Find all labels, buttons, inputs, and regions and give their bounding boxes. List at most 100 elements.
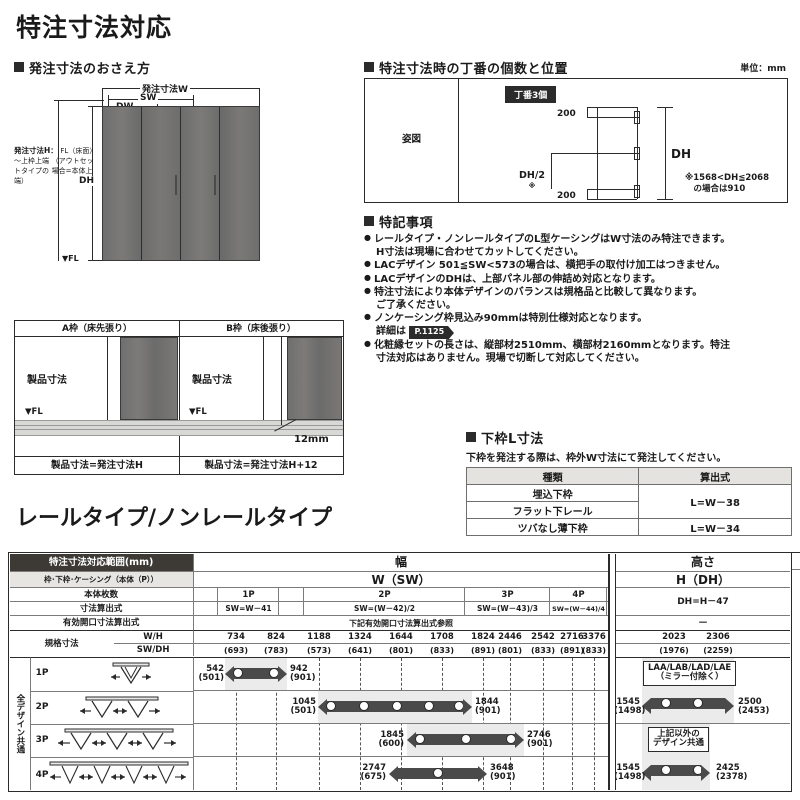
col-header-type: 種類 (465, 467, 640, 485)
frame-b-formula: 製品寸法=発注寸法H+12 (179, 456, 343, 474)
page-reference-chip[interactable]: P.1125 (409, 326, 454, 340)
dim-tick (102, 88, 103, 107)
special-notes-title: 特記事項 (364, 212, 792, 231)
hinge-dim-top: 200 (557, 109, 576, 119)
frame-b-product-label: 製品寸法 (192, 375, 232, 386)
frame-a-formula: 製品寸法=発注寸法H (15, 456, 179, 474)
range-min-sub: (600) (378, 738, 404, 749)
note-item: 特注寸法により本体デザインのバランスは規格品と比較して異なります。 ご了承くださ… (364, 286, 792, 312)
special-notes-panel: 特記事項 レールタイプ・ノンレールタイプのL型ケーシングはW寸法のみ特注できます… (364, 212, 792, 365)
height-swdh-values-row: (1976) (2259) (616, 642, 790, 656)
dim-formula-row-label: 寸法算出式 (9, 600, 193, 615)
panel-pictogram-column: 1P 2P (29, 656, 193, 790)
wh-label: W/H (113, 629, 193, 643)
width-group-header: 幅 (193, 553, 608, 571)
frame-a-product-label: 製品寸法 (27, 375, 67, 386)
height-wh-values-row: 2023 2306 (616, 629, 790, 643)
pictogram-2p (79, 696, 160, 718)
frame-a-fl: ▼FL (25, 407, 43, 417)
bullet-square-icon (14, 62, 24, 72)
hinge-condition-note: ※1568<DH≦2068 の場合は910 (685, 173, 769, 195)
bullet-square-icon (466, 432, 476, 442)
divider (608, 553, 610, 791)
door-illustration (102, 106, 260, 261)
wh-value: 1644 (389, 631, 413, 642)
panel-label-4p: 4P (35, 769, 49, 780)
hinge-dim-half: DH/2 ※ (519, 170, 545, 190)
wh-value: 3376 (582, 631, 606, 642)
hinge-dim-bottom: 200 (557, 191, 576, 201)
range-min: 542 (206, 663, 224, 674)
hinge-dim-total: DH (671, 147, 692, 161)
swdh-value: (641) (347, 645, 372, 655)
range-max-sub: (901) (475, 705, 501, 716)
order-height-note: 発注寸法H： FL（床面）～上枠上端 （アウトセットタイプの 場合=本体上端） (14, 146, 97, 185)
height-group-header: 高さ (690, 554, 715, 569)
design-common-vertical-label: 全デザイン共通 (9, 656, 30, 790)
hinge-panel: 特注寸法時の丁番の個数と位置 単位：mm 姿図 丁番3個 200 (364, 58, 788, 203)
spec-size-row-label: 規格寸法 (9, 629, 114, 656)
range-min: 1045 (292, 696, 316, 707)
note-item: 化粧縁セットの長さは、縦部材2510mm、横部材2160mmとなります。特注 寸… (364, 339, 792, 365)
width-formula-1p: SW=W－41 (219, 601, 279, 616)
dim-line-h (58, 100, 59, 261)
width-1p: 1P (219, 587, 279, 602)
page-title: 特注寸法対応 (16, 13, 173, 42)
frame-b-fl: ▼FL (189, 407, 207, 417)
width-4p: 4P (551, 587, 607, 602)
custom-size-range-table: 特注寸法対応範囲(mm) 特注寸法対応範囲(mm) 枠･下枠･ケーシング（本体（… (7, 552, 800, 792)
design-callout-laa: LAA/LAB/LAD/LAE （ミラー付除く） (643, 660, 737, 687)
width-wh-values-row: 734 824 1188 1324 1644 1708 1824 2446 25… (193, 629, 608, 643)
range-max-sub: (901) (290, 672, 316, 683)
swdh-value: (573) (306, 645, 331, 655)
range-max: 2746 (527, 729, 551, 740)
panel-count-row-label: 本体枚数 (9, 586, 193, 601)
width-swdh-values-row: (693) (783) (573) (641) (801) (833) (891… (193, 642, 608, 656)
dim-tick (193, 95, 194, 106)
lower-frame-subtitle: 下枠を発注する際は、枠外W寸法にて発注してください。 (466, 453, 727, 464)
order-dimension-panel: 発注寸法のおさえ方 発注寸法W SW DW DH ▼FL (14, 58, 344, 308)
lower-frame-table: 種類 算出式 埋込下枠 L=W－38 フラット下レール ツバなし薄下枠 L=W－… (465, 467, 792, 536)
range-max-sub: (901) (527, 738, 553, 749)
wh-value: 2446 (498, 631, 522, 642)
bullet-square-icon (364, 216, 374, 226)
width-range-chart: 542 (501) 942 (901) 1045 (193, 656, 608, 790)
swdh-value: (891) (470, 645, 495, 655)
pictogram-1p (110, 662, 151, 684)
panel-label-2p: 2P (35, 701, 49, 712)
hinge-icon (634, 185, 640, 198)
wh-value: 824 (267, 631, 285, 642)
height-dash: － (616, 614, 790, 630)
height-wh-value: 2023 (662, 631, 686, 642)
table-row: ツバなし薄下枠 L=W－34 (465, 518, 792, 536)
range-row-2p: 1045 (501) 1844 (901) (194, 690, 608, 724)
height-range-min: 1545 (616, 762, 640, 773)
rail-type-heading: レールタイプ/ノンレールタイプ (16, 506, 333, 531)
special-notes-list: レールタイプ・ノンレールタイプのL型ケーシングはW寸法のみ特注できます。 H寸法… (364, 233, 792, 365)
range-row-1p: 542 (501) 942 (901) (194, 657, 608, 691)
height-subgroup-header: H（DH） (616, 570, 790, 587)
range-min-sub: (501) (198, 672, 224, 683)
divider (615, 553, 616, 791)
swdh-value: (833) (581, 645, 606, 655)
dim-tick (259, 88, 260, 107)
lower-frame-title: 下枠L寸法 (466, 428, 792, 447)
bullet-square-icon (364, 62, 374, 72)
height-range-row-1: LAA/LAB/LAD/LAE （ミラー付除く） 1545 (1498) 2500(… (616, 657, 790, 724)
swdh-label: SW/DH (113, 642, 193, 656)
label-fl: ▼FL (60, 254, 81, 263)
swdh-value: (801) (388, 645, 413, 655)
frame-a-door-art (120, 337, 178, 420)
height-swdh-value: (1976) (659, 645, 689, 655)
cell-type: フラット下レール (465, 501, 640, 519)
height-range-chart: LAA/LAB/LAD/LAE （ミラー付除く） 1545 (1498) 2500(… (616, 656, 790, 790)
dim-tick (88, 260, 102, 261)
range-max: 3648 (490, 762, 514, 773)
wh-value: 1324 (348, 631, 372, 642)
label-sw: SW (138, 93, 159, 103)
wh-value: 1708 (430, 631, 454, 642)
height-range-min: 1545 (616, 696, 640, 707)
cell-type: 埋込下枠 (465, 484, 640, 502)
width-2p: 2P (305, 587, 465, 602)
